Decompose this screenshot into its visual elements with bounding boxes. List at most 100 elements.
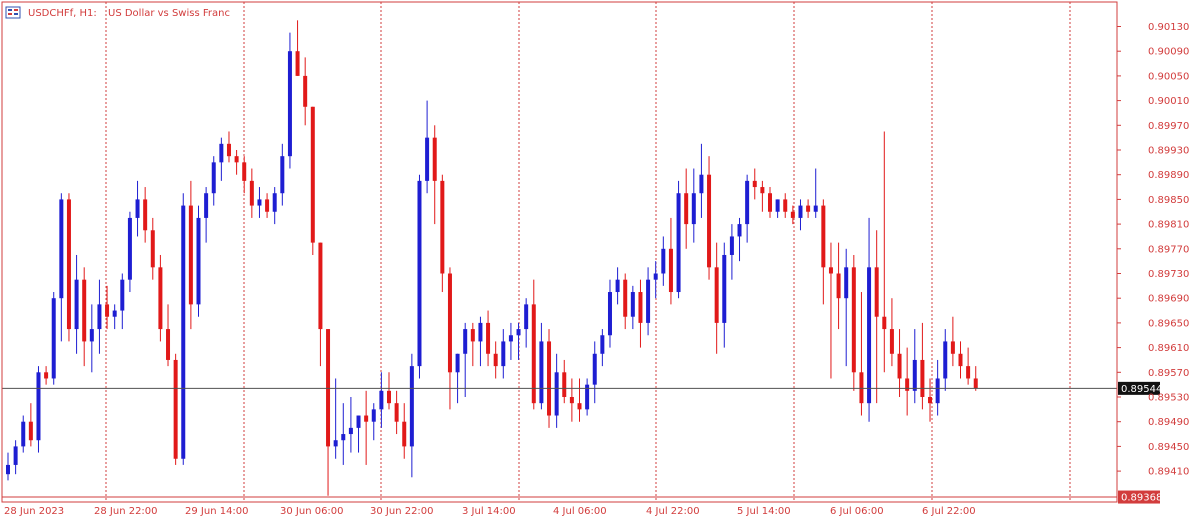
candle-body — [935, 378, 940, 404]
chart-list-icon[interactable] — [5, 6, 21, 19]
candle — [684, 168, 689, 249]
candle-body — [539, 341, 544, 404]
candle — [531, 279, 536, 410]
candles — [6, 20, 978, 496]
candle-body — [44, 372, 49, 379]
candle — [66, 193, 71, 342]
candle-body — [630, 292, 635, 317]
candle — [341, 403, 346, 465]
candle — [813, 168, 818, 218]
candle — [661, 236, 666, 286]
candle — [280, 143, 285, 206]
chart-symbol-title: USDCHFf, H1: — [28, 8, 97, 19]
candle — [348, 397, 353, 453]
candle — [470, 322, 475, 367]
candle-body — [760, 187, 765, 194]
candle-body — [371, 409, 376, 422]
candle — [768, 187, 772, 218]
chart-description: US Dollar vs Swiss Franc — [108, 8, 230, 19]
x-tick-label: 3 Jul 14:00 — [462, 506, 516, 517]
y-tick-label: 0.89970 — [1148, 121, 1189, 132]
candle-body — [486, 322, 491, 354]
candle-body — [82, 279, 87, 342]
candle-body — [524, 304, 529, 330]
candle-body — [958, 353, 963, 367]
candle-body — [249, 180, 254, 206]
candle — [425, 100, 430, 194]
candle-body — [66, 199, 71, 330]
candle — [928, 378, 933, 422]
candle-body — [851, 267, 856, 373]
candle — [242, 156, 247, 194]
candle — [600, 329, 605, 367]
candle — [691, 168, 696, 243]
candle-body — [226, 143, 231, 157]
candle — [44, 366, 49, 385]
y-tick-label: 0.90050 — [1148, 71, 1189, 82]
candle-body — [105, 304, 110, 317]
candle — [493, 341, 498, 379]
candle-body — [493, 353, 498, 367]
candle-body — [729, 236, 734, 255]
candle — [21, 415, 26, 453]
candle-body — [623, 279, 628, 317]
y-tick-label: 0.89770 — [1148, 244, 1189, 255]
candle-body — [699, 174, 704, 194]
candle-body — [752, 180, 757, 188]
candle-body — [707, 174, 712, 268]
y-tick-label: 0.89410 — [1148, 467, 1189, 478]
candle — [310, 106, 315, 255]
candle — [463, 322, 468, 397]
candle-body — [150, 230, 155, 268]
y-tick-label: 0.90130 — [1148, 22, 1189, 33]
candle — [36, 366, 41, 453]
candle-body — [516, 329, 521, 336]
candle — [417, 174, 422, 379]
candle — [828, 242, 833, 379]
candle — [356, 415, 361, 453]
candle-body — [714, 267, 719, 323]
candle-body — [280, 156, 285, 194]
candle — [188, 180, 193, 330]
y-tick-label: 0.89810 — [1148, 220, 1189, 231]
candle-body — [653, 273, 658, 280]
candle — [219, 137, 224, 181]
candle — [783, 193, 788, 218]
candle-body — [470, 329, 475, 342]
candle-body — [112, 310, 117, 317]
candle-body — [722, 254, 727, 323]
y-tick-label: 0.89490 — [1148, 417, 1189, 428]
x-tick-label: 28 Jun 22:00 — [94, 506, 158, 517]
y-tick-label: 0.89930 — [1148, 146, 1189, 157]
candle-body — [920, 359, 925, 397]
candle-body — [638, 292, 643, 323]
candle-body — [242, 162, 247, 181]
candle-body — [265, 199, 270, 212]
candle-body — [943, 341, 948, 379]
x-tick-label: 29 Jun 14:00 — [185, 506, 249, 517]
candle-body — [905, 378, 910, 391]
candle-body — [768, 193, 772, 212]
candle — [318, 242, 323, 367]
candle — [615, 267, 620, 305]
candle — [958, 341, 963, 379]
lower-level-label-bg — [1118, 490, 1160, 504]
candle — [547, 329, 552, 428]
candle — [333, 378, 338, 459]
candle — [569, 378, 574, 422]
price-axis: 0.90130 0.90090 0.90050 0.90010 0.89970 0.899… — [1117, 22, 1189, 478]
candle — [577, 378, 582, 422]
candle — [699, 143, 704, 218]
candle-body — [676, 193, 681, 293]
current-price-label: 0.89544 — [1121, 384, 1162, 395]
candle-body — [547, 341, 552, 416]
candle-body — [97, 304, 102, 330]
candle-body — [478, 322, 483, 342]
candle-body — [348, 427, 353, 435]
x-tick-label: 6 Jul 22:00 — [922, 506, 976, 517]
candle — [74, 254, 79, 354]
candle-body — [691, 193, 696, 225]
